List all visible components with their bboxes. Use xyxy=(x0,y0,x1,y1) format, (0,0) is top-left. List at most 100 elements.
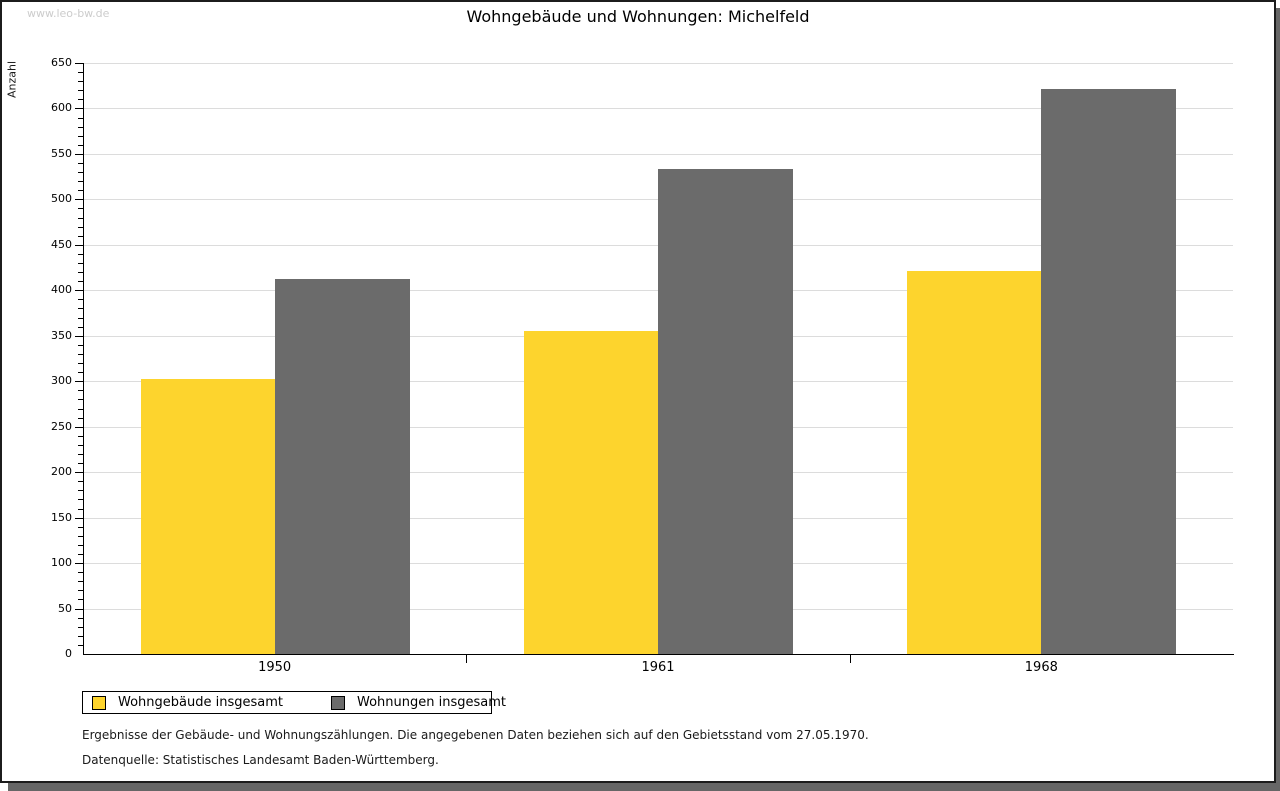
bar xyxy=(524,331,658,654)
y-axis-tick-label: 150 xyxy=(51,510,72,524)
y-axis-tick xyxy=(78,135,83,137)
y-axis-tick xyxy=(78,190,83,192)
y-axis-tick xyxy=(78,90,83,92)
legend-label: Wohngebäude insgesamt xyxy=(118,695,283,710)
y-axis-tick xyxy=(78,99,83,101)
y-axis-tick xyxy=(78,490,83,492)
y-axis-tick xyxy=(78,435,83,437)
y-axis-tick xyxy=(78,399,83,401)
y-axis-tick xyxy=(78,508,83,510)
y-axis-tick xyxy=(78,117,83,119)
y-axis-tick xyxy=(78,444,83,446)
legend-swatch-yellow-icon xyxy=(92,695,106,710)
chart-plot: 0 50 100 150 200 250 300 350 400 450 500 550 600 650 1… xyxy=(2,2,1274,781)
y-axis-tick xyxy=(78,626,83,628)
y-axis-tick xyxy=(78,253,83,255)
bar xyxy=(1041,89,1177,654)
y-axis-tick xyxy=(78,72,83,74)
x-axis-tick xyxy=(466,655,468,663)
y-axis-tick xyxy=(78,281,83,283)
bar xyxy=(140,379,275,654)
y-axis-tick xyxy=(75,517,83,519)
y-axis-tick xyxy=(78,163,83,164)
y-axis-tick xyxy=(78,644,83,646)
y-axis-tick xyxy=(78,581,83,583)
bar xyxy=(658,169,793,654)
y-axis-tick xyxy=(78,599,83,601)
y-axis-tick xyxy=(78,353,83,355)
legend-swatch-gray-icon xyxy=(331,695,345,710)
y-axis-tick xyxy=(78,499,83,501)
y-axis-tick-label: 100 xyxy=(51,556,72,570)
y-axis-tick-label: 450 xyxy=(51,237,72,251)
bar xyxy=(907,271,1042,654)
footnote-data-source: Datenquelle: Statistisches Landesamt Bad… xyxy=(82,753,439,767)
y-axis-tick xyxy=(75,153,83,155)
y-axis-tick-label: 50 xyxy=(58,601,72,615)
x-axis-line xyxy=(83,654,1234,655)
x-axis-label: 1950 xyxy=(258,660,292,675)
y-axis-tick xyxy=(78,535,83,537)
y-axis-tick xyxy=(78,144,83,146)
y-axis-tick xyxy=(78,226,83,228)
y-axis-tick xyxy=(75,290,83,292)
y-axis-tick xyxy=(78,408,83,410)
y-axis-tick xyxy=(78,217,83,219)
y-axis-tick xyxy=(78,390,83,392)
gridline xyxy=(83,108,1233,110)
legend: Wohngebäude insgesamt Wohnungen insgesam… xyxy=(82,691,506,714)
y-axis-tick xyxy=(75,472,83,474)
y-axis-tick xyxy=(78,544,83,546)
y-axis-tick-label: 350 xyxy=(51,328,72,342)
y-axis-tick xyxy=(78,372,83,374)
legend-label: Wohnungen insgesamt xyxy=(357,695,506,710)
footnote-source-note: Ergebnisse der Gebäude- und Wohnungszähl… xyxy=(82,728,869,742)
y-axis-tick xyxy=(78,590,83,592)
y-axis-tick xyxy=(75,426,83,428)
y-axis-tick xyxy=(75,335,83,337)
y-axis-tick-label: 250 xyxy=(51,419,72,433)
y-axis-tick xyxy=(78,181,83,183)
y-axis-tick xyxy=(75,563,83,565)
y-axis-tick xyxy=(78,126,83,128)
y-axis-tick xyxy=(78,235,83,237)
y-axis-tick-label: 0 xyxy=(65,647,72,660)
y-axis-tick xyxy=(78,172,83,174)
y-axis-tick xyxy=(78,635,83,637)
y-axis-tick xyxy=(75,108,83,110)
y-axis-tick xyxy=(78,553,83,555)
gridline xyxy=(83,63,1233,64)
y-axis-tick xyxy=(75,381,83,383)
y-axis-tick-label: 200 xyxy=(51,465,72,479)
bar xyxy=(274,279,410,654)
watermark: www.leo-bw.de xyxy=(27,7,110,20)
y-axis-tick-label: 500 xyxy=(51,192,72,206)
y-axis-tick xyxy=(78,526,83,528)
gridline xyxy=(83,153,1233,155)
y-axis-tick xyxy=(78,463,83,465)
y-axis-tick-label: 600 xyxy=(51,101,72,115)
y-axis-tick-label: 300 xyxy=(51,374,72,388)
y-axis-tick-label: 650 xyxy=(51,56,72,69)
y-axis-tick-label: 550 xyxy=(51,146,72,160)
x-axis-tick xyxy=(849,655,851,663)
y-axis-tick xyxy=(78,317,83,319)
y-axis-tick xyxy=(78,81,83,83)
y-axis-tick xyxy=(78,263,83,265)
x-axis-label: 1968 xyxy=(1024,660,1058,675)
y-axis-tick xyxy=(78,326,83,328)
y-axis-line xyxy=(83,63,84,654)
y-axis-tick-label: 400 xyxy=(51,283,72,297)
y-axis-tick xyxy=(75,608,83,610)
y-axis-tick xyxy=(78,344,83,346)
y-axis-tick xyxy=(78,417,83,419)
legend-item-wohnungen: Wohnungen insgesamt xyxy=(331,695,506,710)
x-axis-label: 1961 xyxy=(641,660,675,675)
y-axis-tick xyxy=(75,244,83,246)
y-axis-tick xyxy=(78,617,83,619)
y-axis-tick xyxy=(78,272,83,274)
y-axis-tick xyxy=(78,208,83,210)
legend-item-wohngebaeude: Wohngebäude insgesamt xyxy=(92,695,283,710)
y-axis-tick xyxy=(78,481,83,483)
